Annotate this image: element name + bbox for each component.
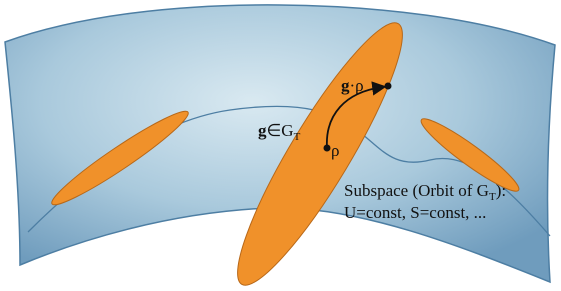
point-g-rho	[385, 83, 392, 90]
label-part: ):	[496, 181, 506, 200]
label-part: Subspace (Orbit of G	[344, 181, 489, 200]
label-part: ∈G	[267, 121, 294, 140]
subspace-line2: U=const, S=const, ...	[344, 203, 486, 222]
subspace-line1: Subspace (Orbit of GT):	[344, 181, 506, 203]
point-rho	[324, 145, 331, 152]
page: {"labels": { "g_rho": {"bold": "g", "tex…	[0, 0, 561, 291]
label-g-rho: g·ρ	[341, 76, 364, 95]
label-part: ·ρ	[350, 76, 364, 95]
label-rho: ρ	[331, 141, 339, 160]
label-sub: T	[294, 131, 301, 143]
diagram: g·ρ g∈GT ρ Subspace (Orbit of GT): U=con…	[0, 0, 561, 291]
